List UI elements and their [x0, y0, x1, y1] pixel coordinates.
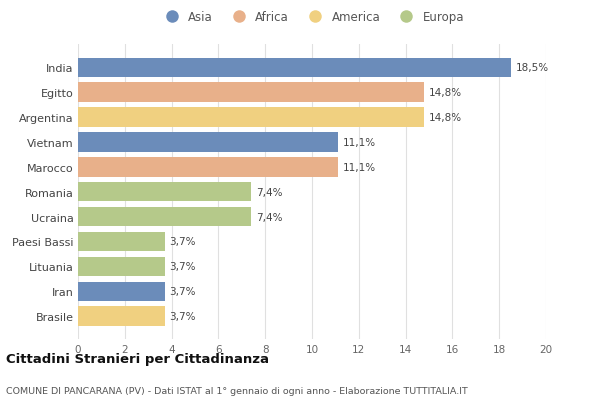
Text: 7,4%: 7,4%: [256, 187, 283, 197]
Legend: Asia, Africa, America, Europa: Asia, Africa, America, Europa: [155, 7, 469, 29]
Text: 14,8%: 14,8%: [429, 88, 462, 98]
Bar: [78, 282, 164, 301]
Bar: [78, 182, 251, 202]
Text: 3,7%: 3,7%: [169, 311, 196, 321]
Bar: [78, 133, 338, 152]
Bar: [78, 232, 164, 252]
Bar: [78, 257, 164, 276]
Text: 18,5%: 18,5%: [515, 63, 549, 73]
Text: 3,7%: 3,7%: [169, 287, 196, 297]
Text: Cittadini Stranieri per Cittadinanza: Cittadini Stranieri per Cittadinanza: [6, 352, 269, 365]
Text: 11,1%: 11,1%: [343, 162, 376, 172]
Bar: [78, 158, 338, 177]
Bar: [78, 307, 164, 326]
Bar: [78, 83, 424, 103]
Text: 3,7%: 3,7%: [169, 262, 196, 272]
Text: 3,7%: 3,7%: [169, 237, 196, 247]
Text: 14,8%: 14,8%: [429, 113, 462, 123]
Text: 7,4%: 7,4%: [256, 212, 283, 222]
Text: 11,1%: 11,1%: [343, 137, 376, 148]
Bar: [78, 207, 251, 227]
Text: COMUNE DI PANCARANA (PV) - Dati ISTAT al 1° gennaio di ogni anno - Elaborazione : COMUNE DI PANCARANA (PV) - Dati ISTAT al…: [6, 386, 468, 395]
Bar: [78, 108, 424, 128]
Bar: [78, 58, 511, 78]
